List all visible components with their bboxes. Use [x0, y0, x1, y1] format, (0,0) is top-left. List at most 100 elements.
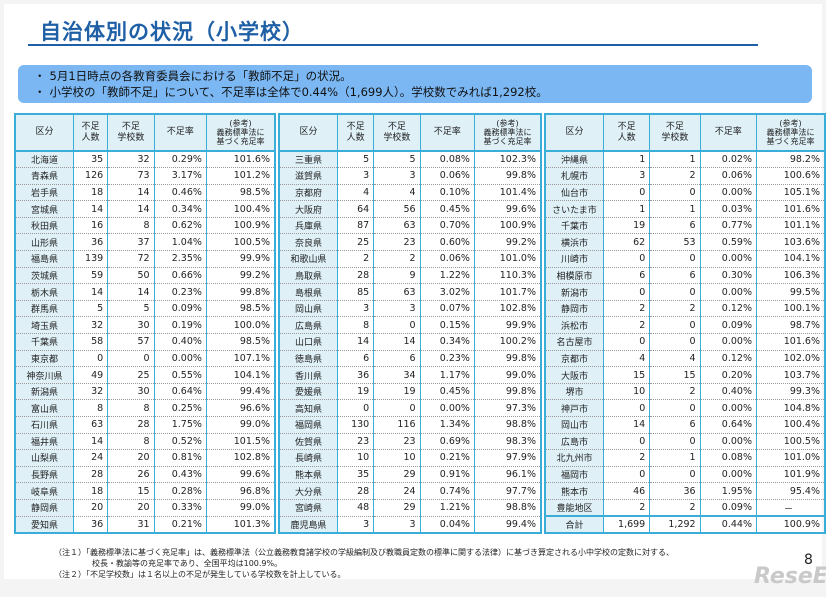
cell-shortage-count: 20: [73, 499, 109, 517]
cell-shortage-schools: 0: [373, 316, 421, 335]
cell-category: 京都市: [545, 350, 604, 368]
cell-shortage-schools: 0: [649, 184, 701, 202]
cell-fulfillment-rate: 102.3%: [474, 151, 542, 169]
title-underline: [28, 44, 758, 46]
cell-shortage-rate: 0.08%: [700, 449, 757, 467]
table-row: 神戸市 0 0 0.00% 104.8%: [545, 399, 826, 417]
cell-category: 岩手県: [15, 184, 74, 202]
cell-shortage-rate: 0.77%: [700, 217, 757, 235]
cell-shortage-rate: 0.59%: [700, 233, 757, 252]
cell-fulfillment-rate: 101.0%: [756, 449, 826, 467]
cell-fulfillment-rate: 101.0%: [474, 250, 542, 268]
cell-fulfillment-rate: 99.8%: [474, 167, 542, 185]
cell-shortage-rate: 0.10%: [420, 184, 475, 202]
cell-shortage-schools: 20: [107, 499, 155, 517]
data-table-3: 区分 不足 人数 不足 学校数 不足率 (参考) 義務標準法に 基づく充足率 沖縄県 1 1 0…: [544, 113, 826, 534]
table-row: 石川県 63 28 1.75% 99.0%: [15, 416, 276, 434]
table-row: 群馬県 5 5 0.09% 98.5%: [15, 300, 276, 318]
cell-shortage-schools: 0: [373, 399, 421, 417]
cell-shortage-schools: 2: [649, 300, 701, 318]
cell-shortage-rate: 0.09%: [700, 499, 757, 517]
cell-fulfillment-rate: 96.1%: [474, 466, 542, 484]
cell-shortage-schools: 6: [649, 267, 701, 285]
cell-shortage-count: 0: [603, 333, 651, 351]
header-shortage-count: 不足 人数: [73, 114, 109, 152]
cell-fulfillment-rate: 101.7%: [474, 283, 542, 301]
cell-fulfillment-rate: 100.4%: [206, 200, 276, 218]
table-row: 奈良県 25 23 0.60% 99.2%: [279, 233, 542, 252]
cell-shortage-count: 0: [603, 399, 651, 417]
table-row: 岩手県 18 14 0.46% 98.5%: [15, 184, 276, 202]
cell-fulfillment-rate: 100.6%: [756, 167, 826, 185]
table-row: 千葉県 58 57 0.40% 98.5%: [15, 333, 276, 351]
cell-shortage-count: 48: [337, 499, 375, 517]
cell-category: 合計: [545, 515, 604, 534]
cell-shortage-count: 126: [73, 167, 109, 185]
cell-shortage-schools: 37: [107, 233, 155, 252]
cell-shortage-count: 1: [603, 200, 651, 218]
header-fulfillment-rate: (参考) 義務標準法に 基づく充足率: [474, 114, 542, 152]
cell-category: さいたま市: [545, 200, 604, 218]
table-row: 広島市 0 0 0.00% 100.5%: [545, 433, 826, 451]
cell-shortage-rate: 0.03%: [700, 200, 757, 218]
cell-category: 名古屋市: [545, 333, 604, 351]
table-row: 福岡県 130 116 1.34% 98.8%: [279, 416, 542, 434]
cell-category: 兵庫県: [279, 217, 338, 235]
cell-category: 愛媛県: [279, 383, 338, 401]
cell-shortage-schools: 23: [373, 233, 421, 252]
table-row: 仙台市 0 0 0.00% 105.1%: [545, 184, 826, 202]
cell-shortage-count: 18: [73, 184, 109, 202]
cell-shortage-schools: 29: [373, 466, 421, 484]
cell-shortage-rate: 0.00%: [700, 433, 757, 451]
cell-shortage-rate: 1.34%: [420, 416, 475, 434]
cell-fulfillment-rate: 103.6%: [756, 233, 826, 252]
cell-fulfillment-rate: 100.5%: [756, 433, 826, 451]
cell-shortage-rate: 0.74%: [420, 482, 475, 500]
cell-shortage-count: 25: [337, 233, 375, 252]
cell-category: 新潟市: [545, 283, 604, 301]
header-shortage-rate: 不足率: [420, 114, 475, 152]
cell-shortage-count: 18: [73, 482, 109, 500]
cell-fulfillment-rate: 99.5%: [756, 283, 826, 301]
cell-shortage-rate: 3.02%: [420, 283, 475, 301]
cell-shortage-schools: 23: [373, 433, 421, 451]
cell-fulfillment-rate: 107.1%: [206, 350, 276, 368]
cell-shortage-count: 49: [73, 366, 109, 384]
cell-shortage-rate: 1.75%: [154, 416, 207, 434]
cell-shortage-count: 5: [73, 300, 109, 318]
table-row: 愛知県 36 31 0.21% 101.3%: [15, 516, 276, 534]
cell-shortage-schools: 0: [649, 399, 701, 417]
table-row: 大阪府 64 56 0.45% 99.6%: [279, 200, 542, 218]
page-number: 8: [804, 552, 813, 568]
cell-fulfillment-rate: 100.9%: [206, 217, 276, 235]
cell-fulfillment-rate: 97.9%: [474, 449, 542, 467]
cell-shortage-schools: 2: [649, 383, 701, 401]
header-row: 区分 不足 人数 不足 学校数 不足率 (参考) 義務標準法に 基づく充足率: [15, 114, 276, 152]
cell-fulfillment-rate: 98.5%: [206, 300, 276, 318]
cell-category: 長崎県: [279, 449, 338, 467]
cell-category: 大分県: [279, 482, 338, 500]
cell-shortage-count: 1,699: [603, 515, 651, 534]
cell-shortage-count: 36: [73, 233, 109, 252]
cell-shortage-count: 62: [603, 233, 651, 252]
cell-category: 高知県: [279, 399, 338, 417]
cell-category: 新潟県: [15, 383, 74, 401]
cell-category: 奈良県: [279, 233, 338, 252]
cell-fulfillment-rate: 99.3%: [756, 383, 826, 401]
cell-category: 秋田県: [15, 217, 74, 235]
cell-shortage-rate: 0.12%: [700, 300, 757, 318]
table-row: 川崎市 0 0 0.00% 104.1%: [545, 250, 826, 268]
cell-shortage-rate: 0.15%: [420, 316, 475, 335]
cell-shortage-schools: 2: [649, 167, 701, 185]
cell-category: 栃木県: [15, 283, 74, 301]
cell-shortage-schools: 0: [649, 250, 701, 268]
table-row: 佐賀県 23 23 0.69% 98.3%: [279, 433, 542, 451]
cell-shortage-rate: 0.44%: [700, 515, 757, 534]
slide: 自治体別の状況（小学校） 5月1日時点の各教育委員会における「教師不足」の状況。…: [4, 4, 826, 579]
cell-category: 佐賀県: [279, 433, 338, 451]
table-row: 栃木県 14 14 0.23% 99.8%: [15, 283, 276, 301]
cell-shortage-schools: 25: [107, 366, 155, 384]
table-row: 北海道 35 32 0.29% 101.6%: [15, 151, 276, 169]
cell-shortage-rate: 0.66%: [154, 267, 207, 285]
cell-category: 岐阜県: [15, 482, 74, 500]
